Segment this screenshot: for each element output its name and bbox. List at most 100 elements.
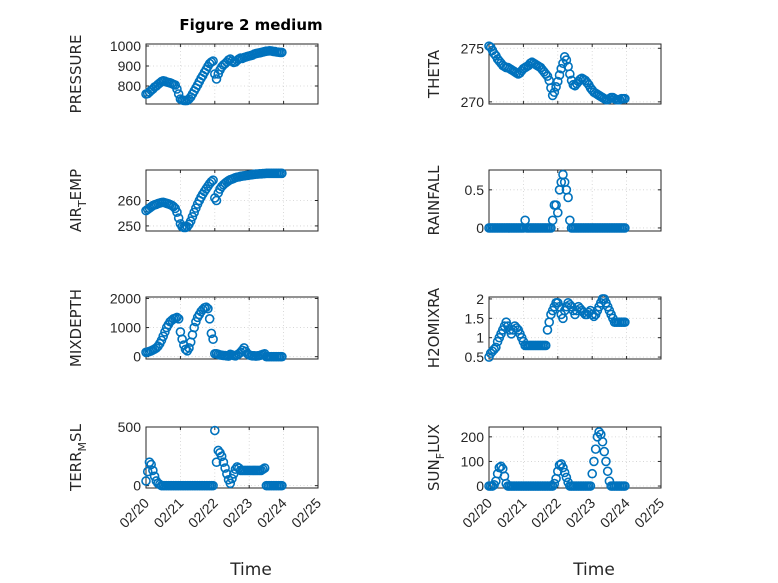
mixdepth-ytick-label-1: 1000	[110, 320, 141, 336]
terr_msl-xtick-label-2: 02/22	[185, 495, 221, 531]
h2omixra-point-34	[542, 325, 553, 335]
sun_flux-point-37	[547, 481, 558, 491]
terr_msl-point-50	[227, 473, 237, 484]
terr_msl-point-79	[277, 480, 287, 491]
air_temp-point-26	[185, 216, 196, 226]
mixdepth-ylabel-main: MIXDEPTH	[67, 289, 85, 367]
sun_flux-xtick-label-2: 02/22	[528, 495, 564, 531]
sun_flux-ytick-label-0: 0	[476, 478, 484, 494]
terr_msl-point-40	[210, 425, 220, 436]
terr_msl-point-2	[144, 457, 155, 467]
h2omixra-point-33	[540, 340, 551, 351]
terr_msl-point-41	[211, 457, 222, 467]
pressure-series	[141, 45, 287, 106]
sun_flux-point-38	[549, 478, 560, 489]
air_temp-point-39	[208, 175, 218, 185]
sun_flux-ytick-label-2: 200	[461, 429, 485, 445]
sun_flux-point-43	[558, 462, 568, 473]
rainfall-point-46	[563, 192, 573, 203]
h2omixra-point-35	[544, 317, 555, 327]
air_temp-ylabel-tail: EMP	[67, 169, 85, 200]
air_temp-point-18	[172, 207, 182, 217]
axes-rainfall: 0 0.5 RAINFALL	[425, 165, 662, 236]
h2omixra-ytick-label-1: 1	[476, 330, 484, 346]
terr_msl-point-69	[259, 463, 270, 473]
theta-ylabel-main: THETA	[425, 49, 443, 99]
sun_flux-point-7	[496, 461, 506, 472]
mixdepth-point-79	[277, 351, 287, 362]
theta-ytick-label-1: 275	[461, 40, 485, 56]
theta-axes-box	[488, 43, 662, 105]
mixdepth-point-28	[189, 322, 199, 333]
theta-ytick-label-0: 270	[461, 94, 485, 110]
terr_msl-point-44	[216, 451, 227, 462]
terr_msl-point-68	[258, 464, 268, 475]
h2omixra-axes-box	[488, 296, 662, 360]
air_temp-ylabel: AIRTEMP	[67, 169, 89, 232]
air_temp-ytick-label-0: 250	[118, 218, 142, 234]
theta-ylabel: THETA	[425, 49, 443, 99]
sun_flux-ylabel-tail: LUX	[425, 424, 443, 453]
sun_flux-xtick-label-1: 02/21	[493, 495, 529, 531]
rainfall-ytick-label-1: 0.5	[465, 182, 485, 198]
theta-point-39	[551, 82, 561, 92]
sun_flux-series	[484, 427, 630, 491]
mixdepth-point-38	[206, 328, 217, 339]
figure-title: Figure 2 medium	[179, 16, 322, 34]
terr_msl-xtick-label-5: 02/25	[288, 495, 324, 531]
pressure-point-41	[211, 74, 222, 84]
sun_flux-point-60	[587, 468, 598, 479]
terr_msl-point-49	[225, 478, 236, 489]
mixdepth-point-25	[184, 343, 194, 353]
air_temp-ytick-label-1: 260	[118, 193, 142, 209]
air_temp-ylabel-main: AIR	[67, 207, 85, 232]
sun_flux-ylabel-main: SUN	[425, 459, 443, 491]
rainfall-point-79	[620, 223, 630, 233]
terr_msl-ylabel-tail: SL	[67, 423, 85, 442]
sun_flux-ylabel: SUNFLUX	[425, 424, 447, 491]
axes-pressure: 800 900 1000 PRESSURE	[67, 35, 319, 113]
mixdepth-point-19	[173, 314, 184, 324]
rainfall-series	[484, 169, 630, 233]
mixdepth-series	[141, 302, 287, 362]
sun_flux-xtick-label-5: 02/25	[631, 495, 667, 531]
terr_msl-xtick-label-3: 02/23	[219, 495, 255, 531]
theta-point-40	[552, 76, 563, 87]
air_temp-point-27	[187, 211, 198, 222]
pressure-ytick-label-1: 900	[118, 58, 142, 74]
terr_msl-xtick-label-1: 02/21	[150, 495, 186, 531]
axes-h2omixra: 0.5 1 1.5 2 H2OMIXRA	[425, 287, 662, 368]
mixdepth-point-10	[158, 331, 168, 342]
sun_flux-xtick-label-4: 02/24	[597, 495, 633, 531]
h2omixra-point-4	[491, 342, 501, 353]
sun_flux-point-79	[620, 481, 630, 491]
sun_flux-point-66	[597, 436, 608, 447]
terr_msl-ytick-label-1: 500	[118, 419, 142, 435]
sun_flux-point-64	[594, 427, 604, 437]
x-axis-label-right: Time	[572, 560, 615, 580]
mixdepth-ytick-label-2: 2000	[110, 290, 141, 306]
sun_flux-xtick-label-0: 02/20	[459, 495, 495, 531]
terr_msl-ytick-label-0: 0	[133, 478, 141, 494]
pressure-point-39	[208, 56, 218, 66]
sun_flux-xtick-label-3: 02/23	[562, 495, 598, 531]
terr_msl-ylabel-main: TERR	[67, 451, 85, 492]
theta-point-38	[549, 87, 560, 98]
terr_msl-point-39	[208, 480, 218, 491]
pressure-point-79	[277, 47, 287, 58]
air_temp-point-79	[277, 168, 287, 179]
pressure-axes-box	[145, 43, 319, 105]
sun_flux-point-69	[602, 466, 613, 477]
air_temp-series	[141, 168, 287, 233]
h2omixra-ylabel-main: H2OMIXRA	[425, 287, 443, 368]
terr_msl-point-4	[148, 465, 158, 476]
h2omixra-point-79	[620, 317, 630, 327]
mixdepth-point-35	[201, 302, 211, 312]
sun_flux-point-59	[585, 481, 596, 491]
terr_msl-point-3	[146, 459, 156, 470]
h2omixra-point-3	[489, 344, 499, 355]
h2omixra-ytick-label-3: 2	[476, 291, 484, 307]
